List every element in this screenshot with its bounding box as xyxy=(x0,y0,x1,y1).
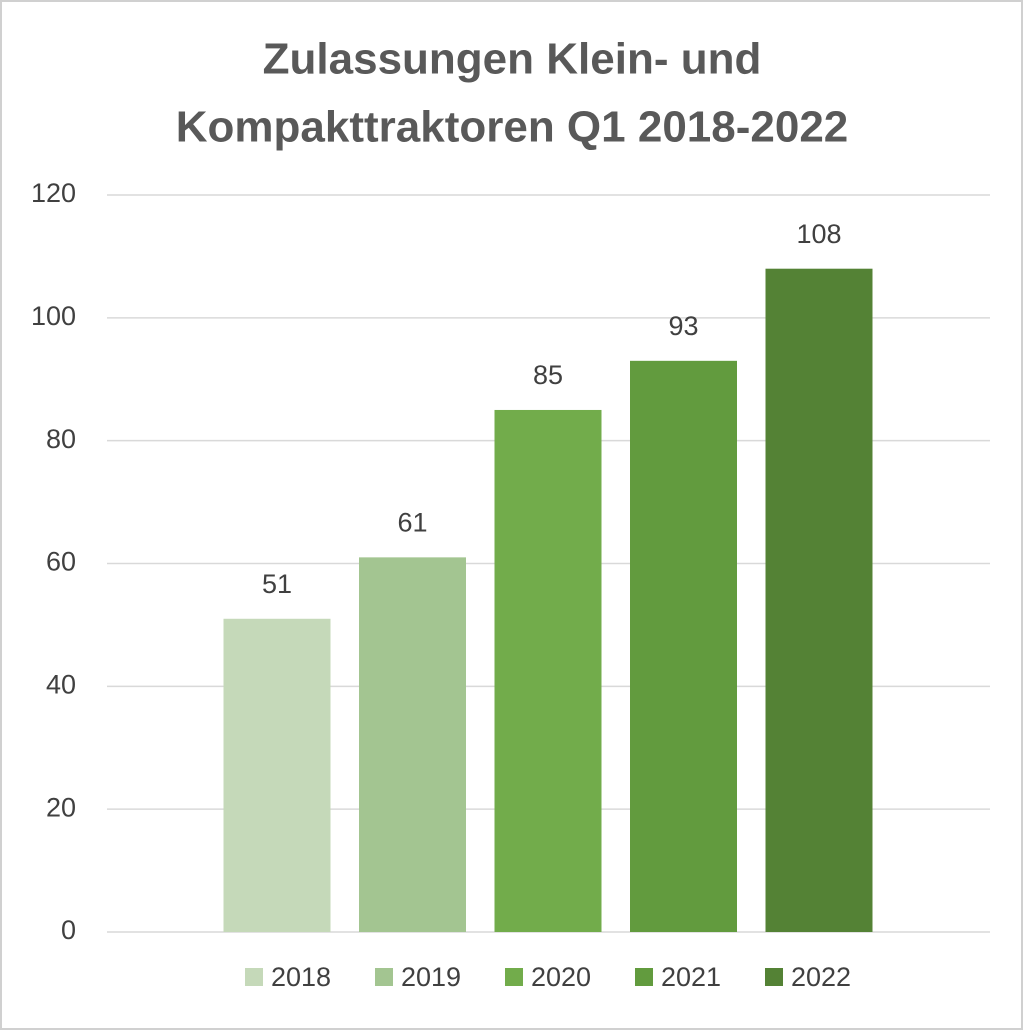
data-label: 51 xyxy=(262,569,292,599)
bar xyxy=(494,409,602,932)
y-tick-label: 120 xyxy=(31,178,76,208)
data-label: 61 xyxy=(397,507,427,537)
legend-swatch xyxy=(375,968,393,986)
y-tick-label: 0 xyxy=(61,915,76,945)
legend-swatch xyxy=(245,968,263,986)
bar xyxy=(630,360,737,932)
y-tick-label: 60 xyxy=(46,547,76,577)
chart-title: Zulassungen Klein- und xyxy=(263,35,762,84)
y-tick-label: 40 xyxy=(46,669,76,699)
legend-label: 2019 xyxy=(401,962,461,992)
data-label: 93 xyxy=(668,311,698,341)
legend-label: 2021 xyxy=(661,962,721,992)
data-label: 85 xyxy=(533,360,563,390)
data-label: 108 xyxy=(796,219,841,249)
legend-label: 2018 xyxy=(271,962,331,992)
bar xyxy=(359,557,466,932)
y-tick-label: 20 xyxy=(46,792,76,822)
chart-title: Kompakttraktoren Q1 2018-2022 xyxy=(176,103,849,152)
y-tick-label: 100 xyxy=(31,301,76,331)
y-tick-label: 80 xyxy=(46,424,76,454)
bar xyxy=(223,618,331,932)
legend-swatch xyxy=(765,968,783,986)
legend-label: 2020 xyxy=(531,962,591,992)
legend-swatch xyxy=(635,968,653,986)
legend-label: 2022 xyxy=(791,962,851,992)
bar xyxy=(765,268,873,932)
legend-swatch xyxy=(505,968,523,986)
